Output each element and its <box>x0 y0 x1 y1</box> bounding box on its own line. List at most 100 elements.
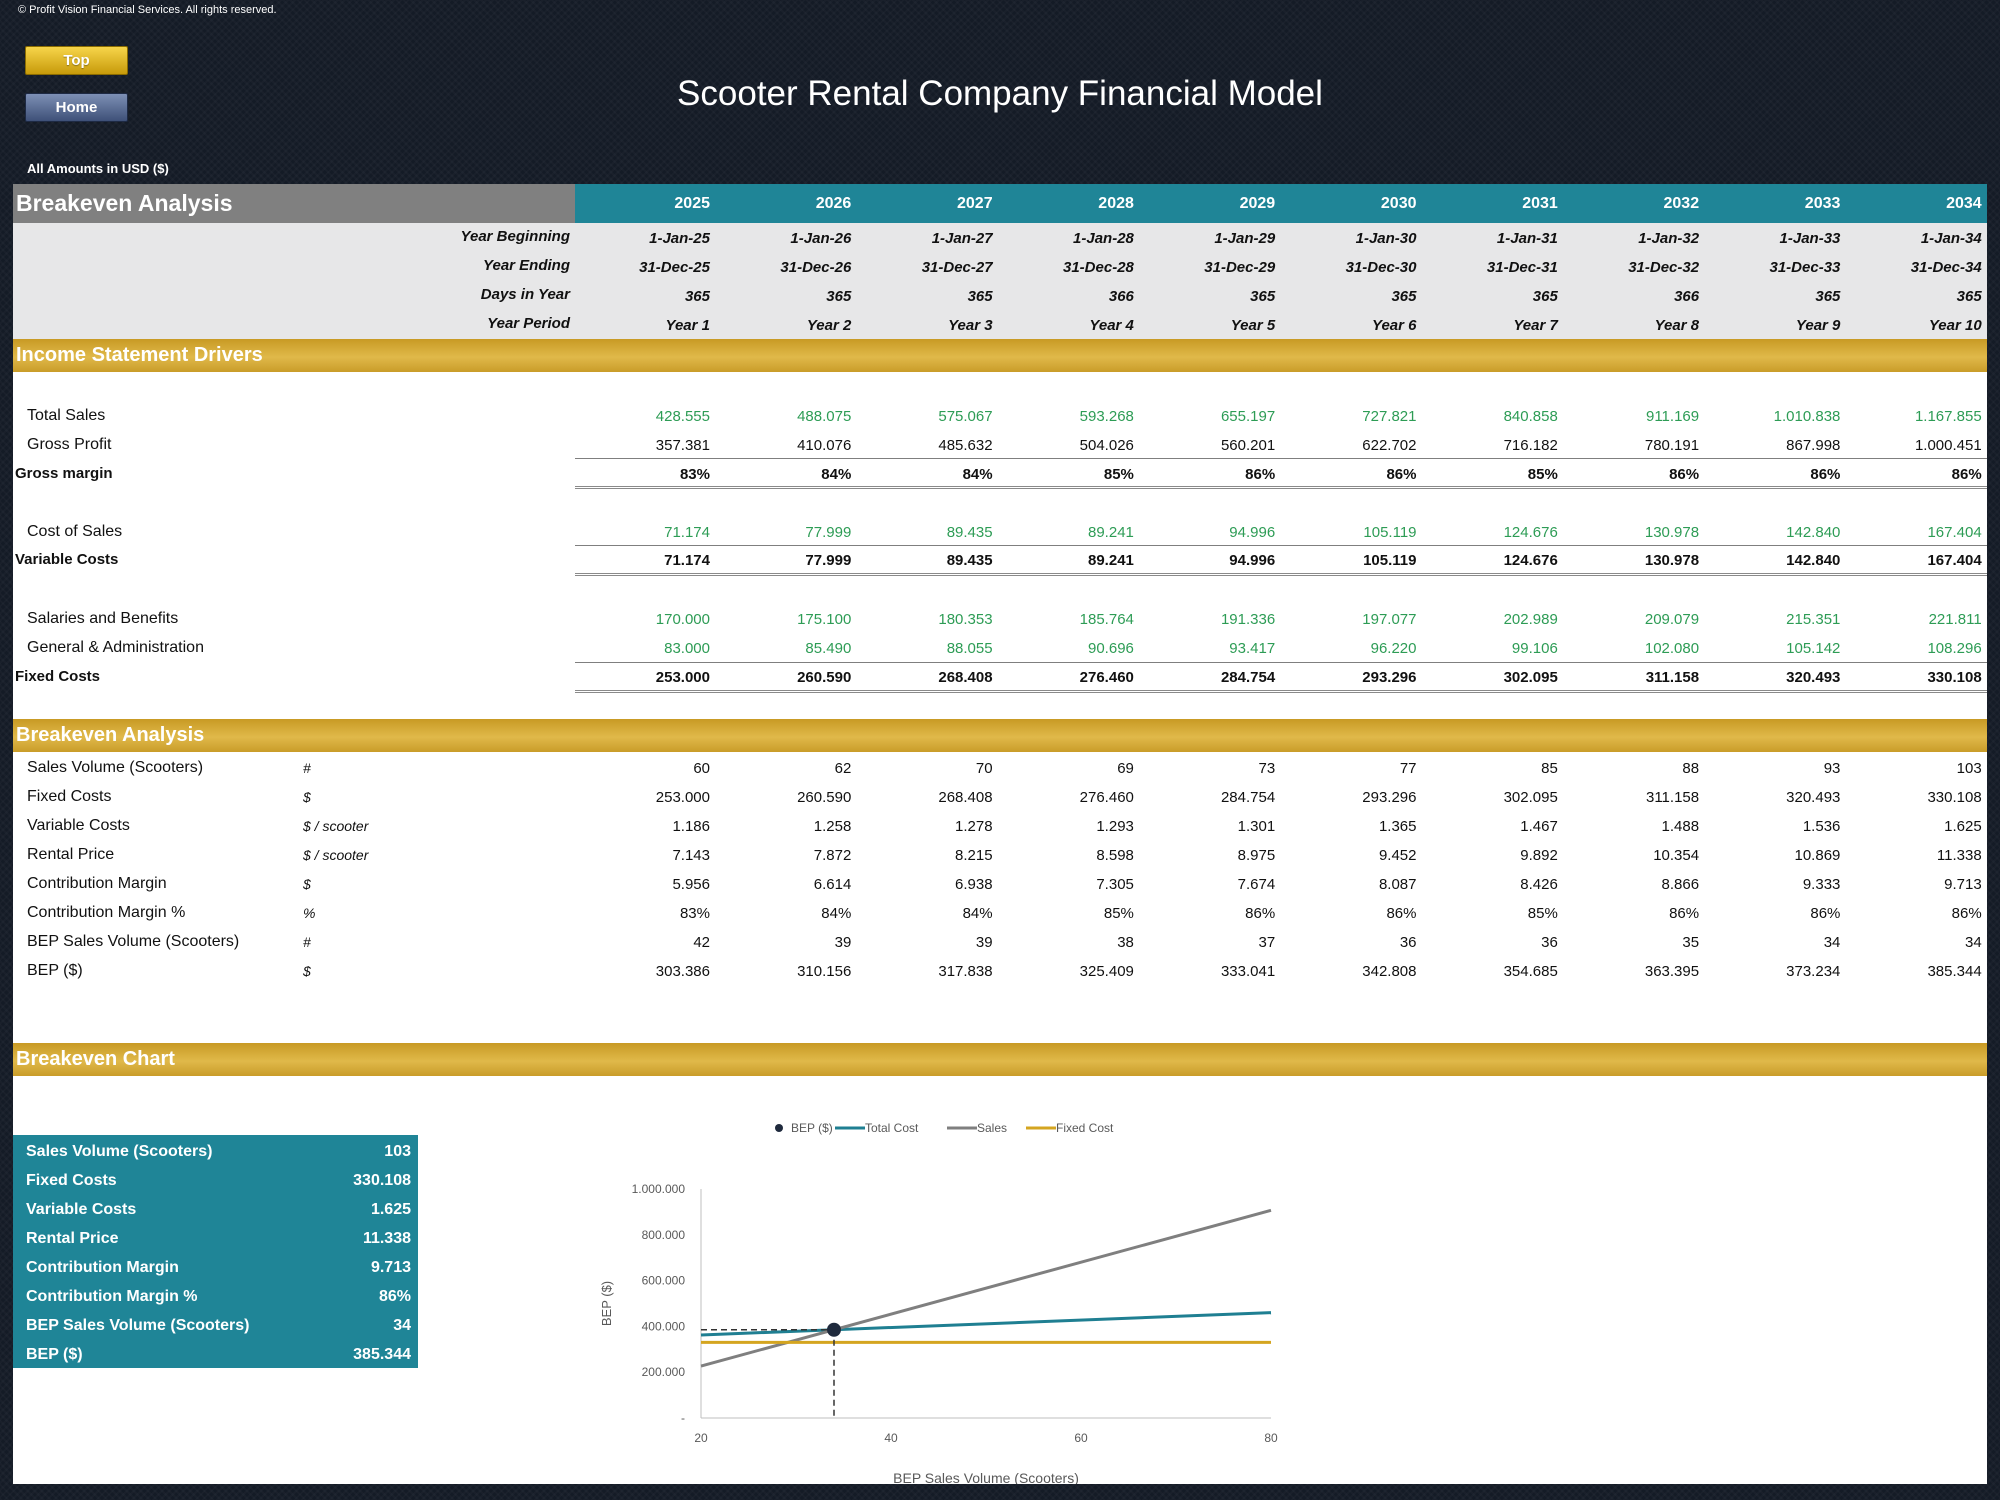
legend-label: Sales <box>977 1121 1007 1135</box>
value-cell: 311.158 <box>1645 789 1700 806</box>
value-cell: 84% <box>821 466 852 483</box>
summary-label: Variable Costs <box>26 1201 137 1218</box>
row-label: Contribution Margin <box>27 875 167 892</box>
value-cell: 209.079 <box>1644 611 1700 628</box>
value-cell: 780.191 <box>1644 437 1700 454</box>
value-cell: 31-Dec-25 <box>639 259 710 276</box>
value-cell: 77.999 <box>805 524 852 541</box>
value-cell: 1.301 <box>1237 818 1276 835</box>
row-border <box>575 573 1987 576</box>
value-cell: 83.000 <box>664 640 710 657</box>
value-cell: 39 <box>834 934 852 951</box>
year-header: 2033 <box>1804 195 1841 212</box>
summary-row: Rental Price 11.338 <box>13 1224 418 1253</box>
x-tick-label: 40 <box>884 1431 898 1445</box>
value-cell: 317.838 <box>938 963 993 980</box>
value-cell: Year 4 <box>1089 317 1134 334</box>
copyright-text: © Profit Vision Financial Services. All … <box>18 4 277 16</box>
value-cell: 1.625 <box>1944 818 1982 835</box>
y-tick-label: 200.000 <box>642 1365 686 1379</box>
value-cell: 6.938 <box>955 876 993 893</box>
row-unit: % <box>303 905 316 921</box>
value-cell: 320.493 <box>1786 789 1841 806</box>
row-border <box>575 545 1987 546</box>
summary-row: Contribution Margin % 86% <box>13 1282 418 1311</box>
year-header: 2025 <box>674 195 710 212</box>
value-cell: 85% <box>1103 466 1134 483</box>
value-cell: 8.215 <box>955 847 993 864</box>
value-cell: 85% <box>1103 905 1134 922</box>
value-cell: 83% <box>679 905 710 922</box>
legend-label: BEP ($) <box>791 1121 833 1135</box>
value-cell: 293.296 <box>1362 669 1417 686</box>
value-cell: 86% <box>1386 905 1417 922</box>
value-cell: 276.460 <box>1079 789 1134 806</box>
value-cell: Year 5 <box>1230 317 1276 334</box>
timeline-label: Year Period <box>487 315 570 332</box>
row-label: Variable Costs <box>27 817 130 834</box>
value-cell: 365 <box>1956 288 1982 305</box>
value-cell: Year 2 <box>806 317 852 334</box>
value-cell: 9.713 <box>1944 876 1982 893</box>
home-button[interactable]: Home <box>25 93 128 122</box>
value-cell: 302.095 <box>1503 789 1558 806</box>
value-cell: 7.674 <box>1237 876 1276 893</box>
top-button[interactable]: Top <box>25 46 128 75</box>
value-cell: 716.182 <box>1503 437 1558 454</box>
value-cell: 77 <box>1399 760 1417 777</box>
value-cell: 105.142 <box>1786 640 1841 657</box>
value-cell: 1.258 <box>813 818 852 835</box>
value-cell: 167.404 <box>1927 524 1982 541</box>
value-cell: 96.220 <box>1370 640 1417 657</box>
y-axis-title: BEP ($) <box>599 1281 614 1326</box>
value-cell: 88 <box>1682 760 1700 777</box>
legend-marker-bep <box>775 1124 783 1132</box>
value-cell: 71.174 <box>664 552 710 569</box>
value-cell: 1-Jan-30 <box>1355 230 1417 247</box>
value-cell: 102.080 <box>1644 640 1700 657</box>
value-cell: 1.488 <box>1661 818 1700 835</box>
value-cell: 130.978 <box>1644 524 1700 541</box>
row-border <box>575 458 1987 459</box>
value-cell: 320.493 <box>1786 669 1841 686</box>
summary-panel: Sales Volume (Scooters) 103 Fixed Costs 330… <box>13 1135 418 1368</box>
value-cell: 124.676 <box>1503 552 1558 569</box>
value-cell: 31-Dec-30 <box>1345 259 1417 276</box>
year-header: 2028 <box>1098 195 1134 212</box>
value-cell: 89.241 <box>1088 552 1134 569</box>
row-label: Salaries and Benefits <box>27 610 179 627</box>
page-title: Scooter Rental Company Financial Model <box>677 74 1323 113</box>
row-border <box>575 690 1987 693</box>
value-cell: 10.869 <box>1794 847 1841 864</box>
value-cell: 86% <box>1386 466 1417 483</box>
value-cell: 333.041 <box>1220 963 1276 980</box>
value-cell: Year 10 <box>1928 317 1982 334</box>
value-cell: 1-Jan-27 <box>931 230 993 247</box>
row-unit: # <box>303 934 311 950</box>
value-cell: 175.100 <box>797 611 852 628</box>
value-cell: 170.000 <box>655 611 710 628</box>
value-cell: 840.858 <box>1503 408 1558 425</box>
value-cell: Year 9 <box>1795 317 1841 334</box>
value-cell: 6.614 <box>813 876 852 893</box>
value-cell: 1-Jan-31 <box>1496 230 1558 247</box>
value-cell: 94.996 <box>1229 524 1276 541</box>
value-cell: 373.234 <box>1786 963 1841 980</box>
value-cell: 93.417 <box>1229 640 1276 657</box>
value-cell: 31-Dec-34 <box>1910 259 1982 276</box>
row-unit: $ <box>303 789 311 805</box>
year-header: 2032 <box>1663 195 1700 212</box>
year-header: 2029 <box>1239 195 1276 212</box>
value-cell: 105.119 <box>1363 524 1417 541</box>
summary-value: 86% <box>378 1288 411 1305</box>
value-cell: 365 <box>684 288 710 305</box>
value-cell: 655.197 <box>1220 408 1276 425</box>
timeline-label: Year Ending <box>483 257 570 274</box>
value-cell: 365 <box>1532 288 1558 305</box>
value-cell: 325.409 <box>1079 963 1134 980</box>
value-cell: 35 <box>1682 934 1700 951</box>
value-cell: 31-Dec-32 <box>1628 259 1700 276</box>
y-tick-label: 800.000 <box>642 1228 686 1242</box>
value-cell: 83% <box>679 466 710 483</box>
summary-label: Fixed Costs <box>26 1172 117 1189</box>
